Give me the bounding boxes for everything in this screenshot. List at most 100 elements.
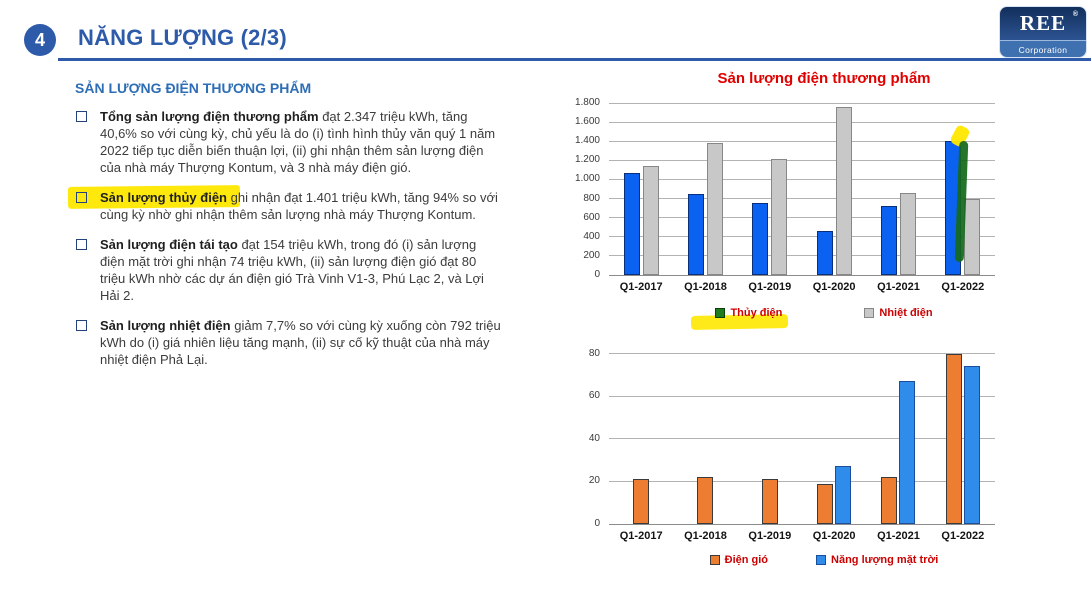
bar-q1-2019 — [761, 479, 778, 524]
gridline — [609, 255, 995, 257]
y-tick-label: 0 — [594, 518, 600, 529]
y-tick-label: 200 — [583, 249, 600, 261]
legend-label: Thủy điện — [730, 307, 783, 319]
bar-q1-2020 — [816, 230, 833, 275]
bullet-item: Sản lượng nhiệt điện giảm 7,7% so với cù… — [75, 317, 503, 368]
gridline — [609, 217, 995, 219]
y-tick-label: 400 — [583, 230, 600, 242]
legend-swatch-icon — [709, 555, 720, 565]
gridline — [609, 274, 995, 276]
bullet-body: đạt 2.347 triệu kWh, tăng 40,6% so với c… — [100, 109, 496, 175]
x-tick-label: Q1-2021 — [877, 530, 920, 542]
legend-item: Điện gió — [709, 554, 769, 566]
bullet-checkbox-icon — [76, 239, 87, 250]
ree-logo-text: REE — [1019, 11, 1067, 35]
bullet-lead: Tổng sản lượng điện thương phẩm — [100, 109, 319, 124]
bullet-body: đạt 154 triệu kWh, trong đó (i) sản lượn… — [100, 237, 484, 303]
x-tick-label: Q1-2020 — [812, 530, 856, 542]
plot-area — [609, 345, 995, 525]
gridline — [609, 438, 995, 440]
bullet-text: Sản lượng nhiệt điện giảm 7,7% so với cù… — [100, 317, 503, 368]
ree-logo-wordmark: REE ® — [1000, 7, 1086, 40]
y-tick-label: 80 — [588, 347, 600, 359]
legend-item: Thủy điện — [715, 307, 782, 319]
bar-groups — [609, 103, 995, 275]
bar-q1-2017 — [642, 166, 659, 275]
y-tick-label: 40 — [588, 432, 600, 444]
y-tick-label: 800 — [583, 192, 600, 204]
bar-q1-2018 — [706, 143, 723, 275]
bullet-list: Tổng sản lượng điện thương phẩm đạt 2.34… — [67, 108, 503, 368]
gridline — [609, 395, 995, 397]
x-axis-labels: Q1-2017 Q1-2018 Q1-2019 Q1-2020 Q1-2021 Q1-20… — [609, 530, 995, 542]
bullet-lead: Sản lượng điện tái tạo — [100, 237, 238, 252]
gridline — [609, 353, 995, 355]
section-number: 4 — [34, 29, 45, 50]
header-rule — [58, 58, 1091, 61]
bullet-text: Tổng sản lượng điện thương phẩm đạt 2.34… — [100, 108, 503, 176]
gridline — [609, 178, 995, 180]
bar-q1-2019 — [771, 159, 788, 275]
bullet-item: Tổng sản lượng điện thương phẩm đạt 2.34… — [75, 108, 503, 176]
page-title: NĂNG LƯỢNG (2/3) — [78, 25, 287, 50]
gridline — [609, 523, 995, 525]
bar-q1-2022 — [963, 366, 980, 524]
bar-q1-2021 — [881, 477, 898, 524]
y-tick-label: 1.400 — [574, 135, 600, 147]
y-tick-label: 1.600 — [574, 116, 600, 128]
bullet-lead: Sản lượng nhiệt điện — [100, 318, 231, 333]
x-tick-label: Q1-2022 — [941, 530, 985, 542]
bar-q1-2020 — [817, 483, 834, 524]
bar-q1-2021 — [899, 381, 916, 524]
legend-swatch-icon — [715, 308, 726, 318]
legend: Thủy điện Nhiệt điện — [557, 307, 1091, 319]
x-tick-label: Q1-2021 — [877, 281, 920, 293]
gridline — [609, 140, 995, 142]
x-tick-label: Q1-2019 — [748, 281, 792, 293]
bar-group-q1-2019 — [738, 103, 802, 275]
y-tick-label: 1.800 — [574, 97, 600, 108]
bar-q1-2022 — [964, 199, 981, 275]
gridline — [609, 102, 995, 104]
registered-mark: ® — [1072, 11, 1079, 18]
y-tick-label: 60 — [588, 390, 600, 402]
bullet-lead: Sản lượng thủy điện — [100, 190, 227, 205]
x-tick-label: Q1-2018 — [684, 281, 727, 293]
ree-logo-subtitle: Corporation — [1000, 40, 1086, 57]
gridline — [609, 480, 995, 482]
x-tick-label: Q1-2020 — [812, 281, 856, 293]
text-panel: SẢN LƯỢNG ĐIỆN THƯƠNG PHẨM Tổng sản lượn… — [67, 80, 503, 381]
bar-q1-2020 — [835, 106, 852, 275]
ree-logo: REE ® Corporation — [1000, 7, 1086, 57]
bar-q1-2018 — [687, 193, 704, 275]
bar-q1-2020 — [835, 466, 852, 524]
bullet-checkbox-icon — [76, 111, 87, 122]
bullet-item: Sản lượng điện tái tạo đạt 154 triệu kWh… — [75, 236, 503, 304]
bar-q1-2019 — [752, 203, 769, 275]
x-axis-labels: Q1-2017 Q1-2018 Q1-2019 Q1-2020 Q1-2021 Q1-20… — [609, 281, 995, 293]
bar-group-q1-2017 — [609, 103, 673, 275]
legend-label: Nhiệt điện — [879, 307, 933, 319]
plot-area — [609, 102, 995, 276]
bar-q1-2018 — [697, 477, 714, 524]
bullet-text: Sản lượng điện tái tạo đạt 154 triệu kWh… — [100, 236, 503, 304]
bar-group-q1-2019 — [738, 345, 802, 524]
legend-swatch-icon — [816, 555, 827, 565]
legend-swatch-icon — [864, 308, 875, 318]
y-tick-label: 600 — [583, 211, 600, 223]
bar-group-q1-2018 — [673, 103, 737, 275]
panel-heading: SẢN LƯỢNG ĐIỆN THƯƠNG PHẨM — [75, 80, 312, 96]
legend-label: Năng lượng mặt trời — [831, 554, 939, 566]
bar-group-q1-2021 — [866, 345, 930, 524]
bar-group-q1-2020 — [802, 345, 866, 524]
bullet-checkbox-icon — [76, 192, 87, 203]
gridline — [609, 236, 995, 238]
bar-group-q1-2021 — [866, 103, 930, 275]
y-tick-label: 1.200 — [574, 154, 600, 166]
x-tick-label: Q1-2018 — [684, 530, 727, 542]
bar-group-q1-2018 — [673, 345, 737, 524]
x-tick-label: Q1-2017 — [619, 530, 663, 542]
legend: Điện gió Năng lượng mặt trời — [557, 554, 1091, 566]
bar-q1-2022 — [945, 353, 962, 524]
legend-label: Điện gió — [724, 554, 769, 566]
